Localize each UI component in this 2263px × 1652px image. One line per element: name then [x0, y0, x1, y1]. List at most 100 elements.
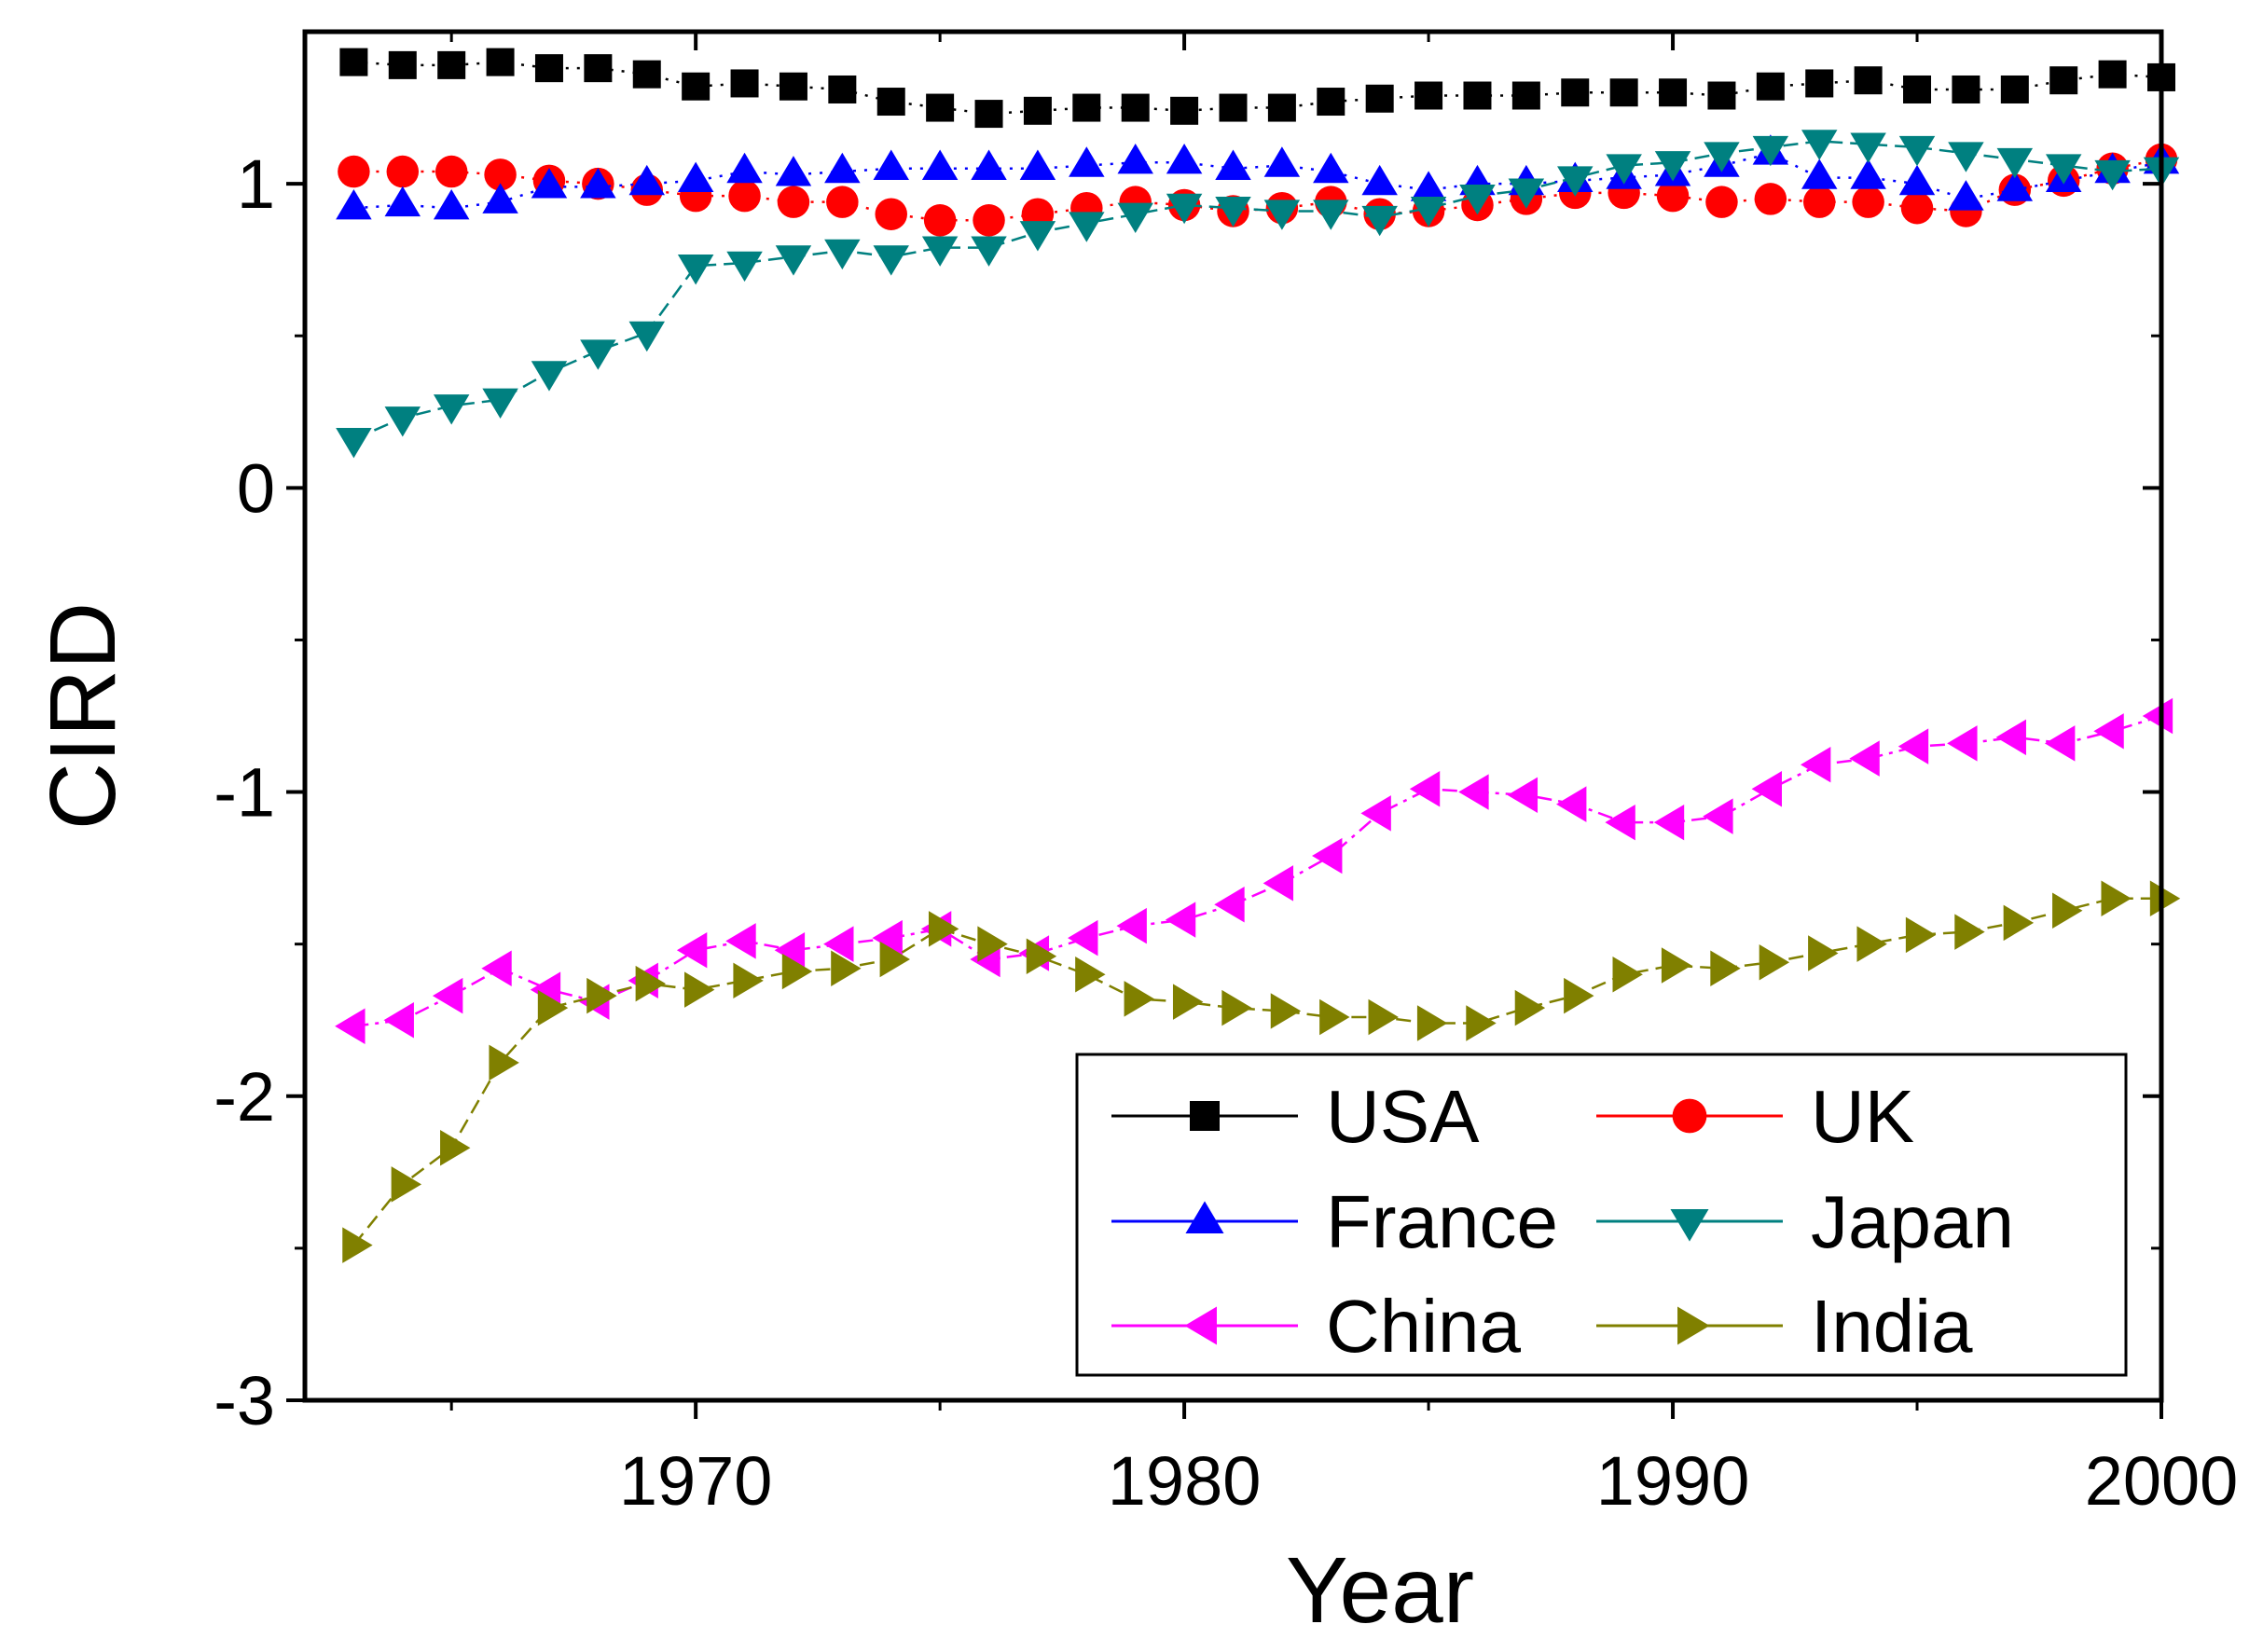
data-point-china-1965: [432, 977, 463, 1014]
legend-marker-uk: [1672, 1098, 1707, 1134]
data-point-japan-1986: [1459, 185, 1496, 215]
data-point-usa-1978: [1072, 93, 1101, 122]
data-point-china-1978: [1068, 919, 1098, 957]
data-point-france-1993: [1801, 158, 1838, 189]
data-point-france-1966: [482, 183, 518, 213]
data-point-china-1984: [1360, 795, 1391, 832]
series-layer: [335, 48, 2181, 1263]
data-point-uk-1972: [777, 186, 810, 218]
data-point-china-1963: [335, 1008, 366, 1044]
data-point-china-1982: [1263, 865, 1294, 902]
data-point-japan-1968: [580, 339, 616, 370]
data-point-uk-1990: [1656, 179, 1690, 213]
data-point-china-1983: [1312, 837, 1343, 874]
data-point-japan-1977: [1019, 221, 1056, 252]
data-point-japan-1963: [336, 427, 372, 459]
legend-item-usa: USA: [1111, 1075, 1480, 1158]
data-point-uk-1992: [1754, 183, 1787, 215]
data-point-usa-1989: [1609, 78, 1638, 107]
legend-box: [1075, 1053, 2128, 1377]
data-point-france-1968: [580, 168, 616, 199]
data-point-france-1977: [1019, 149, 1056, 180]
data-point-uk-1971: [728, 179, 761, 213]
data-point-usa-1988: [1561, 78, 1590, 107]
data-point-japan-1964: [384, 406, 421, 437]
data-point-japan-1970: [677, 255, 714, 285]
data-point-france-1974: [873, 149, 909, 180]
data-point-india-1963: [342, 1227, 373, 1263]
data-point-japan-1967: [531, 361, 568, 392]
data-point-japan-1971: [726, 251, 763, 282]
y-axis-title: CIRD: [31, 602, 135, 830]
data-point-china-1991: [1703, 798, 1733, 834]
x-axis-title: Year: [1286, 1538, 1474, 1643]
legend-label-china: China: [1326, 1285, 1522, 1368]
data-point-india-1986: [1466, 1005, 1497, 1041]
data-point-usa-1997: [2000, 75, 2029, 103]
data-point-usa-1985: [1414, 81, 1443, 110]
data-point-france-1997: [1996, 171, 2034, 201]
data-point-japan-1992: [1752, 135, 1789, 167]
data-point-france-1996: [1948, 180, 1984, 211]
data-point-japan-1998: [2045, 154, 2082, 185]
legend-label-france: France: [1326, 1180, 1558, 1263]
data-point-uk-1993: [1802, 186, 1836, 218]
data-point-india-1999: [2101, 880, 2132, 916]
data-point-japan-1976: [971, 236, 1007, 267]
data-point-japan-1999: [2094, 159, 2131, 191]
data-point-india-1989: [1612, 957, 1643, 993]
data-point-china-1974: [872, 919, 903, 957]
data-point-india-1996: [1954, 914, 1985, 950]
data-point-china-2000: [2142, 697, 2173, 735]
data-point-usa-1995: [1903, 75, 1932, 103]
data-point-india-1984: [1368, 998, 1399, 1036]
legend-item-india: India: [1596, 1285, 1973, 1368]
data-point-japan-1965: [433, 394, 470, 425]
data-point-china-1966: [481, 950, 512, 987]
data-point-uk-1973: [826, 186, 859, 218]
data-point-france-1979: [1117, 144, 1153, 174]
data-point-china-1967: [530, 971, 561, 1008]
data-point-uk-1963: [338, 155, 370, 188]
x-tick-label: 1970: [619, 1442, 773, 1520]
data-point-japan-1996: [1948, 142, 1984, 172]
series-japan: [336, 130, 2180, 459]
data-point-india-1973: [831, 950, 862, 987]
data-point-france-1981: [1215, 149, 1251, 180]
data-point-france-1970: [677, 161, 714, 192]
x-tick-label: 1980: [1108, 1442, 1262, 1520]
x-tick-label: 1990: [1596, 1442, 1750, 1520]
data-point-japan-1978: [1069, 212, 1105, 242]
data-point-usa-1996: [1952, 75, 1980, 103]
data-point-japan-1975: [921, 236, 959, 267]
data-point-uk-1964: [386, 155, 420, 188]
data-point-france-1978: [1069, 146, 1105, 177]
data-point-india-1997: [2003, 904, 2035, 942]
data-point-china-1986: [1458, 774, 1489, 810]
data-point-india-2000: [2149, 880, 2181, 916]
data-point-usa-1965: [437, 50, 466, 79]
data-point-japan-1979: [1117, 202, 1153, 233]
data-point-india-1994: [1856, 926, 1887, 962]
data-point-china-1964: [383, 1001, 414, 1039]
data-point-china-1981: [1214, 887, 1245, 923]
data-point-india-1979: [1124, 981, 1154, 1017]
data-point-india-1969: [635, 965, 667, 1002]
data-point-uk-1974: [875, 198, 907, 230]
data-point-japan-1966: [482, 388, 518, 419]
data-point-usa-1998: [2049, 66, 2078, 95]
data-point-usa-1981: [1219, 93, 1248, 122]
data-point-usa-1964: [388, 50, 417, 79]
data-point-usa-1967: [534, 54, 563, 83]
data-point-india-1968: [586, 977, 617, 1014]
data-point-china-1985: [1409, 771, 1441, 807]
data-point-japan-1983: [1313, 200, 1349, 230]
data-point-china-1987: [1507, 777, 1539, 814]
data-point-china-1995: [1897, 728, 1929, 764]
data-point-france-1967: [531, 168, 568, 199]
data-point-india-1976: [977, 926, 1008, 962]
data-point-india-1975: [928, 911, 959, 947]
data-point-india-1982: [1270, 993, 1302, 1029]
data-point-india-1987: [1514, 989, 1546, 1026]
plot-frame: [302, 29, 2164, 1403]
